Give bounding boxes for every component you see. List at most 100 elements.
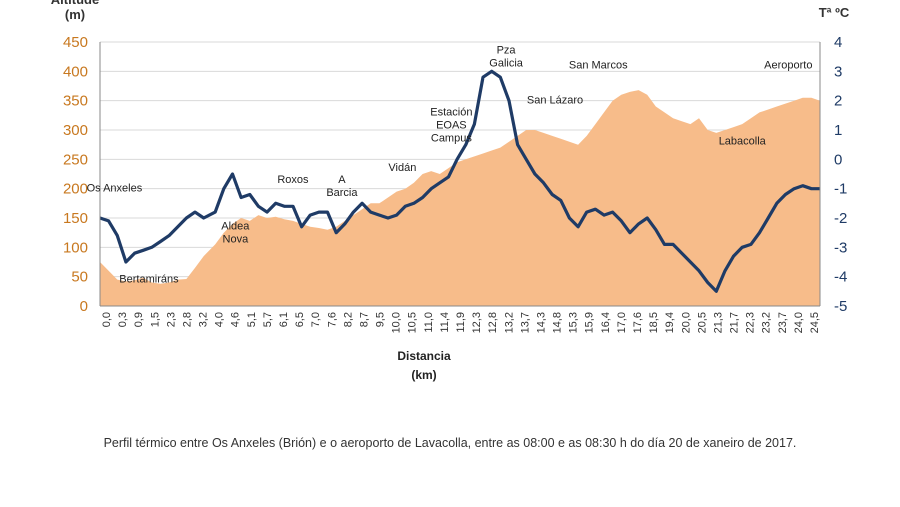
right-axis-ticks: -5 -4 -3 -2 -1 0 1 2 3 4 — [834, 34, 847, 315]
right-tick-label: -5 — [834, 298, 847, 315]
x-tick-label: 23,2 — [761, 312, 773, 333]
x-tick-label: 6,1 — [278, 312, 290, 327]
x-tick-label: 7,0 — [310, 312, 322, 327]
place-label: Aeroporto — [764, 59, 812, 71]
left-tick-label: 450 — [63, 34, 88, 51]
x-tick-label: 8,7 — [358, 312, 370, 327]
place-label: Estación EOAS Campus — [430, 106, 472, 144]
x-tick-label: 5,7 — [262, 312, 274, 327]
x-tick-label: 11,4 — [439, 312, 451, 333]
right-tick-label: 3 — [834, 63, 842, 80]
place-label-line: Aeroporto — [764, 59, 812, 71]
thermal-profile-chart: 0 50 100 150 200 250 300 350 400 450 -5 -4 -3 -2 -1 0 1… — [51, 0, 850, 382]
x-tick-label: 17,0 — [616, 312, 628, 333]
left-tick-label: 350 — [63, 93, 88, 110]
x-tick-label: 9,5 — [375, 312, 387, 327]
x-tick-label: 23,7 — [777, 312, 789, 333]
x-axis-title: Distancia (km) — [397, 349, 451, 382]
place-label: Os Anxeles — [87, 183, 143, 195]
x-tick-label: 18,5 — [648, 312, 660, 333]
x-tick-label: 24,5 — [809, 312, 821, 333]
right-tick-label: -4 — [834, 269, 847, 286]
right-tick-label: -2 — [834, 210, 847, 227]
left-tick-label: 150 — [63, 210, 88, 227]
x-tick-label: 0,0 — [101, 312, 113, 327]
left-axis-title-line: Altitude — [51, 0, 99, 7]
left-tick-label: 50 — [71, 269, 88, 286]
place-label-line: A — [338, 174, 346, 186]
x-tick-label: 17,6 — [632, 312, 644, 333]
place-label-line: Galicia — [489, 58, 524, 70]
x-tick-label: 13,2 — [503, 312, 515, 333]
x-tick-label: 3,2 — [198, 312, 210, 327]
place-label: San Lázaro — [527, 95, 583, 107]
x-axis-ticks: 0,0 0,3 0,9 1,5 2,3 2,8 3,2 4,0 4,6 5,1 5,7 6,1 6,5 7… — [101, 312, 821, 333]
right-axis-title: Tª ºC — [819, 5, 850, 20]
x-tick-label: 24,0 — [793, 312, 805, 333]
right-tick-label: 2 — [834, 93, 842, 110]
place-label-line: Roxos — [277, 174, 309, 186]
x-tick-label: 6,5 — [294, 312, 306, 327]
place-label-line: Vidán — [388, 162, 416, 174]
x-tick-label: 5,1 — [246, 312, 258, 327]
x-tick-label: 14,8 — [552, 312, 564, 333]
x-tick-label: 14,3 — [535, 312, 547, 333]
place-label-line: Labacolla — [719, 136, 767, 148]
place-label: Labacolla — [719, 136, 767, 148]
x-tick-label: 11,0 — [423, 312, 435, 333]
x-tick-label: 2,8 — [181, 312, 193, 327]
place-label-line: EOAS — [436, 119, 467, 131]
place-label: A Barcia — [326, 174, 358, 199]
left-tick-label: 0 — [80, 298, 88, 315]
left-tick-label: 200 — [63, 181, 88, 198]
x-tick-label: 7,6 — [326, 312, 338, 327]
right-tick-label: 0 — [834, 151, 842, 168]
left-tick-label: 300 — [63, 122, 88, 139]
place-label: Pza Galicia — [489, 45, 524, 70]
x-tick-label: 13,7 — [519, 312, 531, 333]
place-label-line: Estación — [430, 106, 472, 118]
x-axis-title-line: Distancia — [397, 349, 451, 363]
x-tick-label: 19,4 — [664, 312, 676, 333]
left-axis-title-line: (m) — [65, 7, 85, 22]
place-label-line: Bertamiráns — [119, 274, 179, 286]
place-annotations: Os Anxeles Bertamiráns Aldea Nova Roxos A Barc… — [87, 45, 813, 286]
place-label: San Marcos — [569, 59, 628, 71]
x-tick-label: 4,0 — [214, 312, 226, 327]
x-tick-label: 0,9 — [133, 312, 145, 327]
place-label-line: San Lázaro — [527, 95, 583, 107]
altitude-area — [100, 90, 820, 306]
left-tick-label: 100 — [63, 239, 88, 256]
left-axis-title: Altitude(m) — [51, 0, 99, 22]
place-label-line: Aldea — [221, 221, 250, 233]
x-tick-label: 1,5 — [149, 312, 161, 327]
place-label: Bertamiráns — [119, 274, 179, 286]
x-tick-label: 21,7 — [729, 312, 741, 333]
right-tick-label: -3 — [834, 239, 847, 256]
place-label-line: Pza — [497, 45, 517, 57]
x-tick-label: 20,0 — [680, 312, 692, 333]
place-label-line: Campus — [431, 132, 472, 144]
x-tick-label: 4,6 — [230, 312, 242, 327]
x-tick-label: 11,9 — [455, 312, 467, 333]
place-label-line: Barcia — [326, 187, 358, 199]
x-tick-label: 10,5 — [407, 312, 419, 333]
x-tick-label: 0,3 — [117, 312, 129, 327]
axis-titles: Altitude(m) Tª ºC Distancia (km) — [51, 0, 850, 382]
figure-caption: Perfil térmico entre Os Anxeles (Brión) … — [103, 436, 797, 450]
axes — [99, 42, 821, 307]
x-tick-label: 8,2 — [342, 312, 354, 327]
x-tick-label: 15,3 — [568, 312, 580, 333]
x-tick-label: 12,3 — [471, 312, 483, 333]
x-tick-label: 12,8 — [487, 312, 499, 333]
right-tick-label: -1 — [834, 181, 847, 198]
right-tick-label: 1 — [834, 122, 842, 139]
place-label: Vidán — [388, 162, 416, 174]
x-tick-label: 10,0 — [391, 312, 403, 333]
place-label-line: Os Anxeles — [87, 183, 143, 195]
x-axis-title-line: (km) — [411, 368, 436, 382]
x-tick-label: 16,4 — [600, 312, 612, 333]
x-tick-label: 2,3 — [165, 312, 177, 327]
place-label: Roxos — [277, 174, 309, 186]
left-tick-label: 400 — [63, 63, 88, 80]
